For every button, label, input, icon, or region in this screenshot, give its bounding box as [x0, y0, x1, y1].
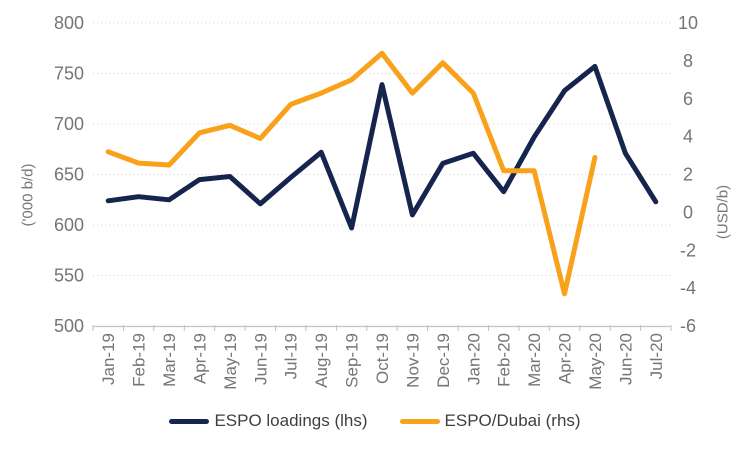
y-tick-label-right: -4 [680, 278, 696, 298]
y-tick-label-right: 10 [678, 13, 698, 33]
legend-item-espo-dubai: ESPO/Dubai (rhs) [399, 411, 581, 431]
x-tick-label: Jun-20 [616, 333, 635, 385]
x-tick-label: Apr-19 [191, 333, 210, 384]
espo-loadings-line-swatch [169, 418, 210, 424]
x-tick-label: Oct-19 [373, 333, 392, 384]
legend-label: ESPO loadings (lhs) [214, 411, 368, 430]
espo-dubai-line-swatch [399, 418, 440, 424]
x-tick-label: Mar-19 [160, 333, 179, 387]
right-axis-title: (USD/b) [714, 184, 732, 240]
chart-legend: ESPO loadings (lhs) ESPO/Dubai (rhs) [0, 406, 750, 436]
x-tick-label: Jul-20 [647, 333, 666, 379]
y-tick-label-right: 4 [683, 127, 693, 147]
legend-label: ESPO/Dubai (rhs) [444, 411, 581, 430]
y-tick-label-right: 0 [683, 202, 693, 222]
y-tick-label-left: 500 [54, 316, 84, 336]
y-tick-label-left: 600 [54, 215, 84, 235]
legend-item-espo-loadings: ESPO loadings (lhs) [169, 411, 368, 431]
series-line [105, 50, 598, 297]
y-tick-label-left: 700 [54, 114, 84, 134]
x-tick-label: Dec-19 [434, 333, 453, 388]
y-tick-label-right: 6 [683, 89, 693, 109]
x-tick-label: Feb-19 [130, 333, 149, 387]
y-tick-label-right: 2 [683, 165, 693, 185]
x-tick-label: May-19 [221, 333, 240, 390]
x-tick-label: Jun-19 [251, 333, 270, 385]
y-tick-label-right: -2 [680, 240, 696, 260]
y-tick-label-right: -6 [680, 316, 696, 336]
y-tick-label-left: 800 [54, 13, 84, 33]
x-tick-label: Jan-19 [99, 333, 118, 385]
x-tick-label: Sep-19 [343, 333, 362, 388]
x-tick-label: Aug-19 [312, 333, 331, 388]
y-tick-label-right: 8 [683, 51, 693, 71]
y-tick-label-left: 650 [54, 165, 84, 185]
x-tick-label: Jan-20 [464, 333, 483, 385]
x-tick-label: Mar-20 [525, 333, 544, 387]
x-tick-label: Feb-20 [495, 333, 514, 387]
left-axis-title: ('000 b/d) [19, 163, 37, 227]
x-tick-label: Apr-20 [556, 333, 575, 384]
series-line [105, 63, 659, 231]
x-tick-label: May-20 [586, 333, 605, 390]
x-tick-label: Nov-19 [403, 333, 422, 388]
x-tick-label: Jul-19 [282, 333, 301, 379]
y-tick-label-left: 750 [54, 64, 84, 84]
y-tick-label-left: 550 [54, 266, 84, 286]
